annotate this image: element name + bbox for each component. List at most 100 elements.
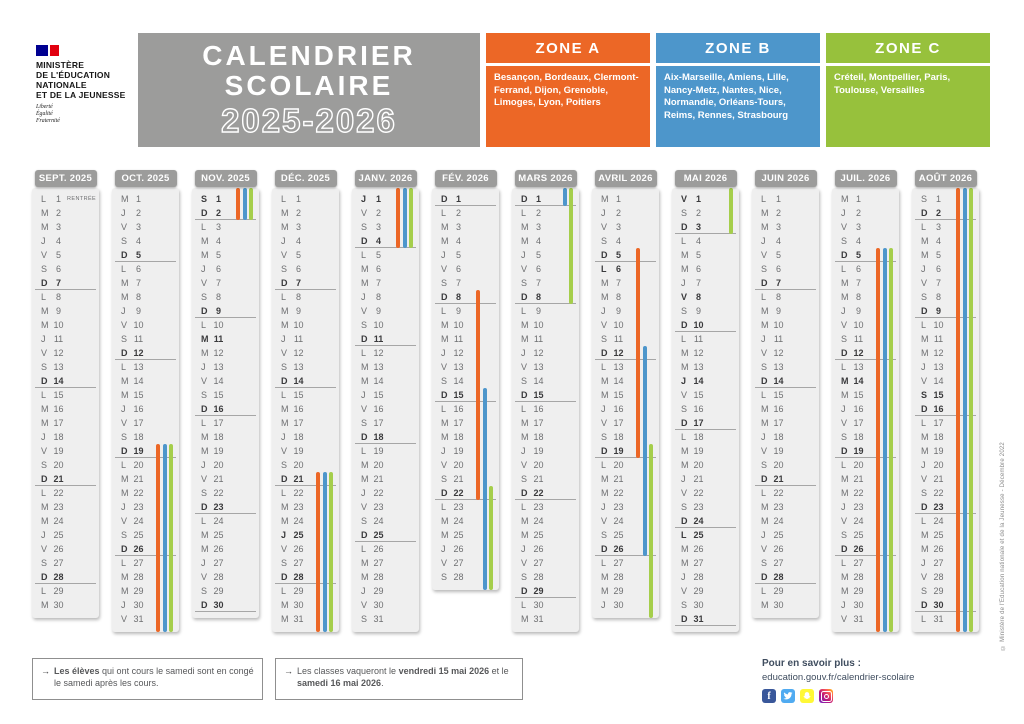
day-row: V 26 <box>752 542 819 556</box>
sunday-rule <box>355 443 416 444</box>
day-letter: M <box>441 320 449 330</box>
day-letter: M <box>441 334 449 344</box>
day-letter: V <box>601 418 608 428</box>
day-number: 22 <box>53 488 64 498</box>
month-column: MARS 2026 D 1 L 2 M 3 M 4 J 5 V 6 S 7 D 8 L 9 M 10 M 11 J 12 V 13 S… <box>512 170 579 632</box>
footnote-saturday-text: Les élèves qui ont cours le samedi sont … <box>54 666 254 688</box>
twitter-icon[interactable] <box>781 689 795 703</box>
day-number: 26 <box>133 544 144 554</box>
month-body: D 1 L 2 M 3 M 4 J 5 V 6 S 7 D 8 L 9 M 10 M 11 J 12 V 13 S 14 D 15 L 16 M… <box>512 188 579 632</box>
vacation-bar-zone-c <box>969 188 973 632</box>
day-number: 4 <box>135 236 141 246</box>
day-row: J 19 <box>432 444 499 458</box>
day-number: 11 <box>373 334 384 344</box>
day-number: 26 <box>773 544 784 554</box>
day-letter: J <box>841 306 846 316</box>
day-number: 24 <box>613 516 624 526</box>
day-row: M 12 <box>192 346 259 360</box>
day-letter: M <box>201 250 209 260</box>
day-letter: J <box>201 264 206 274</box>
month-body: L 1 M 2 M 3 J 4 V 5 S 6 D 7 L 8 M 9 M 10 J 11 V 12 S 13 D 14 L 15 M 16 M… <box>272 188 339 632</box>
day-number: 16 <box>213 404 224 414</box>
day-number: 30 <box>53 600 64 610</box>
day-row: M 22 <box>592 486 659 500</box>
day-number: 11 <box>53 334 64 344</box>
vacation-bar-zone-a <box>156 444 160 632</box>
day-letter: S <box>761 460 768 470</box>
social-icons: f <box>762 689 914 703</box>
month-body: M 1 J 2 V 3 S 4 D 5 L 6 M 7 M 8 J 9 V 10 S 11 D 12 L 13 M 14 M 15 J 16 V… <box>832 188 899 632</box>
day-number: 29 <box>293 586 304 596</box>
day-row: M 14 <box>592 374 659 388</box>
instagram-icon[interactable] <box>819 689 833 703</box>
sunday-rule <box>515 597 576 598</box>
day-letter: M <box>201 348 209 358</box>
day-letter: D <box>601 348 608 358</box>
day-letter: M <box>521 236 529 246</box>
month-tab: MARS 2026 <box>514 170 577 187</box>
day-number: 31 <box>133 614 144 624</box>
day-number: 18 <box>693 432 704 442</box>
day-number: 5 <box>695 250 701 260</box>
day-letter: L <box>841 558 847 568</box>
day-number: 1 <box>935 194 941 204</box>
day-number: 10 <box>933 320 944 330</box>
day-number: 23 <box>613 502 624 512</box>
day-row: D 15 <box>432 388 499 402</box>
day-letter: D <box>281 376 288 386</box>
day-number: 27 <box>53 558 64 568</box>
day-row: S 11 <box>832 332 899 346</box>
day-number: 3 <box>375 222 381 232</box>
day-letter: J <box>761 334 766 344</box>
calendar-website-link[interactable]: education.gouv.fr/calendrier-scolaire <box>762 672 915 683</box>
day-number: 27 <box>133 558 144 568</box>
day-letter: S <box>41 264 48 274</box>
day-letter: M <box>601 586 609 596</box>
day-number: 23 <box>293 502 304 512</box>
day-number: 6 <box>855 264 861 274</box>
day-row: V 16 <box>352 402 419 416</box>
day-letter: V <box>681 292 688 302</box>
day-letter: S <box>281 264 288 274</box>
day-row: M 28 <box>352 570 419 584</box>
ministry-logo: MINISTÈRE DE L'ÉDUCATION NATIONALE ET DE… <box>36 45 161 125</box>
sunday-rule <box>435 205 496 206</box>
day-row: M 25 <box>432 528 499 542</box>
day-letter: M <box>521 418 529 428</box>
snapchat-icon[interactable] <box>800 689 814 703</box>
day-letter: S <box>841 236 848 246</box>
day-row: M 16 <box>32 402 99 416</box>
day-number: 21 <box>213 474 224 484</box>
day-row: M 17 <box>752 416 819 430</box>
sunday-rule <box>595 261 656 262</box>
day-number: 8 <box>55 292 61 302</box>
day-number: 14 <box>453 376 464 386</box>
day-row: V 17 <box>112 416 179 430</box>
facebook-icon[interactable]: f <box>762 689 776 703</box>
day-number: 29 <box>133 586 144 596</box>
day-number: 15 <box>533 390 544 400</box>
day-row: J 23 <box>112 500 179 514</box>
day-number: 3 <box>615 222 621 232</box>
day-letter: J <box>121 600 126 610</box>
day-number: 31 <box>853 614 864 624</box>
day-number: 9 <box>775 306 781 316</box>
day-number: 30 <box>293 600 304 610</box>
day-number: 5 <box>135 250 141 260</box>
day-number: 19 <box>533 446 544 456</box>
day-letter: J <box>601 208 606 218</box>
day-row: L 10 <box>192 318 259 332</box>
day-letter: J <box>521 250 526 260</box>
day-row: J 15 <box>352 388 419 402</box>
